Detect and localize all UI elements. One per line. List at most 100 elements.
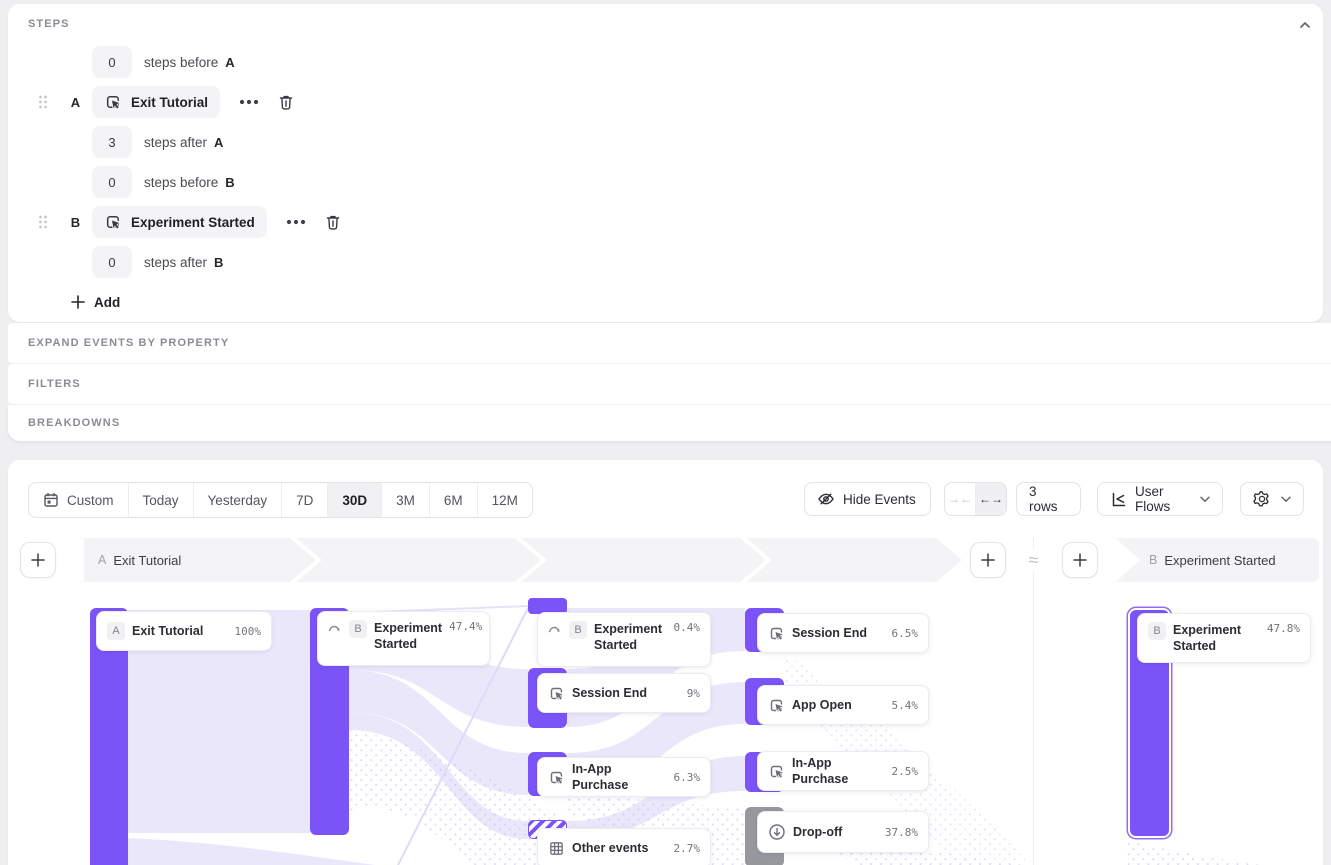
drag-handle-icon[interactable]	[38, 94, 48, 110]
plus-icon	[981, 553, 995, 567]
node-bar-experiment-started-04[interactable]	[528, 598, 567, 614]
flow-node-drop-off[interactable]: Drop-off 37.8%	[757, 811, 929, 853]
event-icon	[768, 763, 785, 780]
arrows-outward-icon: ←→	[979, 492, 1003, 506]
flow-node-experiment-started-b[interactable]: B Experiment Started 47.8%	[1137, 613, 1311, 663]
step-ref-letter: B	[225, 174, 235, 190]
flow-node-other-events[interactable]: Other events 2.7%	[537, 828, 711, 865]
steps-after-a-input[interactable]: 3	[92, 126, 132, 158]
step-badge: B	[569, 621, 587, 639]
step-ref-letter: A	[214, 134, 224, 150]
steps-before-a-row: 0 steps before A	[92, 46, 235, 78]
flow-node-experiment-started-04[interactable]: B Experiment Started 0.4%	[537, 612, 711, 667]
step-a-row: A Exit Tutorial	[38, 86, 295, 118]
flow-node-experiment-started-47[interactable]: B Experiment Started 47.4%	[317, 611, 490, 666]
grid-icon	[548, 840, 565, 857]
steps-before-b-input[interactable]: 0	[92, 166, 132, 198]
eye-off-icon	[817, 490, 835, 508]
drag-handle-icon[interactable]	[38, 214, 48, 230]
chevron-down-icon	[1200, 496, 1210, 503]
event-icon	[104, 93, 122, 111]
step-a-more-options-icon[interactable]	[238, 98, 260, 106]
date-range-7d[interactable]: 7D	[282, 483, 329, 517]
step-ref-letter: B	[214, 254, 224, 270]
hide-events-button[interactable]: Hide Events	[804, 482, 931, 516]
date-range-yesterday[interactable]: Yesterday	[194, 483, 283, 517]
flow-node-session-end-9[interactable]: Session End 9%	[537, 673, 711, 713]
step-b-delete-trash-icon[interactable]	[324, 213, 342, 232]
section-breakdowns[interactable]: BREAKDOWNS	[8, 405, 1331, 441]
step-a-letter: A	[70, 94, 81, 110]
approx-break-symbol: ≈	[1019, 548, 1048, 572]
date-range-6m[interactable]: 6M	[430, 483, 478, 517]
event-icon	[768, 697, 785, 714]
flow-node-session-end-65[interactable]: Session End 6.5%	[757, 613, 929, 653]
steps-after-label: steps after	[144, 134, 208, 150]
rows-count-label: 3 rows	[1029, 484, 1058, 514]
indirect-arrow-icon	[328, 622, 342, 634]
step-b-event-label: Experiment Started	[131, 214, 255, 230]
plus-icon	[71, 295, 85, 309]
date-range-control: Custom Today Yesterday 7D 30D 3M 6M 12M	[28, 482, 533, 518]
step-badge: A	[107, 622, 125, 640]
step-badge: B	[1148, 622, 1166, 640]
event-icon	[768, 625, 785, 642]
date-range-custom[interactable]: Custom	[29, 483, 129, 517]
view-selector-button[interactable]: User Flows	[1097, 482, 1223, 516]
indirect-arrow-icon	[548, 623, 562, 635]
add-step-label: Add	[94, 294, 121, 310]
plus-icon	[31, 553, 45, 567]
collapse-columns-button[interactable]: →←	[945, 483, 976, 515]
flow-header-segment-b	[1115, 538, 1319, 582]
flow-node-in-app-purchase-63[interactable]: In-App Purchase 6.3%	[537, 757, 711, 797]
plus-icon	[1073, 553, 1087, 567]
hide-events-label: Hide Events	[843, 491, 916, 507]
calendar-icon	[43, 492, 59, 508]
drop-off-icon	[768, 823, 786, 841]
step-b-event-button[interactable]: Experiment Started	[92, 206, 267, 238]
add-column-after-a-button[interactable]	[970, 542, 1006, 578]
flow-node-in-app-purchase-25[interactable]: In-App Purchase 2.5%	[757, 751, 929, 791]
section-label: BREAKDOWNS	[28, 417, 121, 429]
step-b-more-options-icon[interactable]	[285, 218, 307, 226]
steps-after-a-row: 3 steps after A	[92, 126, 223, 158]
steps-before-a-input[interactable]: 0	[92, 46, 132, 78]
add-step-button[interactable]: Add	[71, 290, 120, 314]
steps-before-label: steps before	[144, 174, 219, 190]
event-icon	[548, 685, 565, 702]
collapse-expand-toggle: →← ←→	[944, 482, 1007, 516]
section-expand-events-by-property[interactable]: EXPAND EVENTS BY PROPERTY	[8, 323, 1331, 363]
section-filters[interactable]: FILTERS	[8, 364, 1331, 404]
steps-after-b-row: 0 steps after B	[92, 246, 223, 278]
date-range-12m[interactable]: 12M	[491, 492, 518, 508]
step-a-delete-trash-icon[interactable]	[277, 93, 295, 112]
user-flows-chart-icon	[1110, 491, 1127, 508]
flow-header-segment-4	[746, 538, 962, 582]
flow-break-divider	[1033, 538, 1034, 865]
step-badge: B	[349, 620, 367, 638]
date-range-30d-selected[interactable]: 30D	[328, 483, 383, 517]
rows-count-button[interactable]: 3 rows	[1016, 482, 1081, 516]
steps-before-b-row: 0 steps before B	[92, 166, 235, 198]
chevron-down-icon	[1281, 496, 1291, 503]
flow-header-step-a-label: A Exit Tutorial	[98, 552, 182, 568]
step-a-event-button[interactable]: Exit Tutorial	[92, 86, 221, 118]
flow-header-segment-2	[296, 538, 541, 582]
steps-after-label: steps after	[144, 254, 208, 270]
date-range-3m[interactable]: 3M	[382, 483, 430, 517]
expand-columns-button[interactable]: ←→	[976, 483, 1006, 515]
steps-panel-title: STEPS	[28, 18, 70, 30]
gear-icon	[1253, 490, 1271, 508]
steps-before-label: steps before	[144, 54, 219, 70]
steps-after-b-input[interactable]: 0	[92, 246, 132, 278]
date-range-today[interactable]: Today	[129, 483, 194, 517]
flow-node-exit-tutorial[interactable]: A Exit Tutorial 100%	[96, 611, 272, 651]
collapse-steps-chevron-up-icon[interactable]	[1298, 18, 1312, 32]
flow-node-app-open[interactable]: App Open 5.4%	[757, 685, 929, 725]
step-b-letter: B	[70, 214, 81, 230]
step-a-event-label: Exit Tutorial	[131, 94, 209, 110]
section-label: EXPAND EVENTS BY PROPERTY	[28, 337, 230, 349]
settings-button[interactable]	[1240, 482, 1304, 516]
add-column-left-button[interactable]	[20, 542, 56, 578]
add-column-before-b-button[interactable]	[1062, 542, 1098, 578]
